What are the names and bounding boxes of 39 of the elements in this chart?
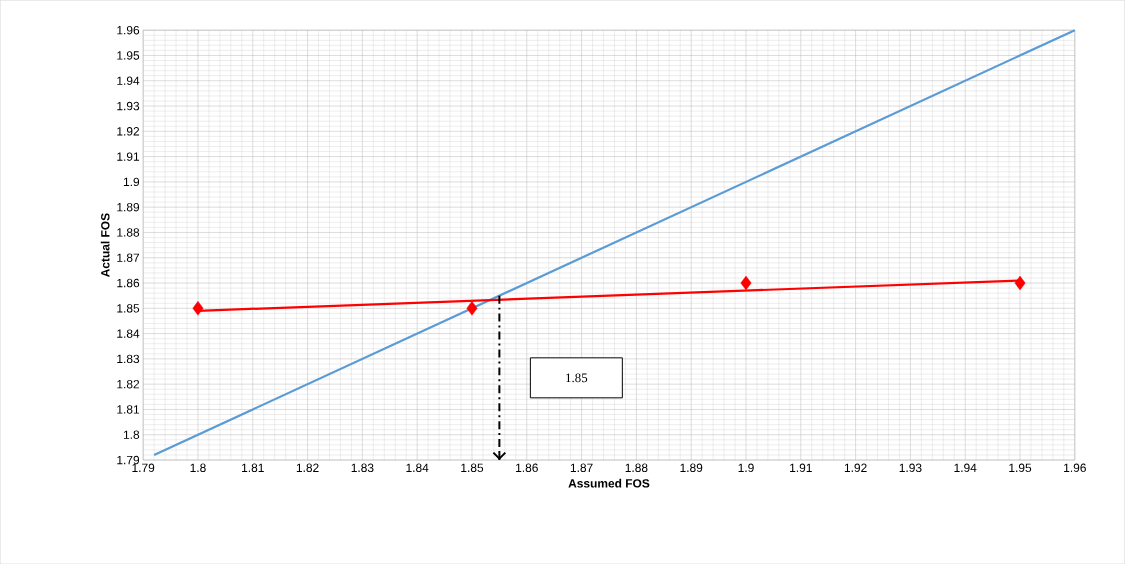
x-tick-label: 1.87 xyxy=(570,463,593,472)
y-tick-label: 1.9 xyxy=(123,177,140,187)
y-tick-label: 1.94 xyxy=(117,76,140,85)
x-tick-label: 1.83 xyxy=(351,463,374,472)
x-tick-label: 1.9 xyxy=(738,463,754,472)
y-tick-label: 1.86 xyxy=(117,278,140,288)
y-tick-label: 1.8 xyxy=(123,430,140,439)
y-tick-label: 1.93 xyxy=(117,101,140,111)
x-tick-label: 1.81 xyxy=(242,463,264,472)
y-tick-label: 1.89 xyxy=(117,202,140,212)
y-tick-label: 1.82 xyxy=(117,379,140,389)
x-tick-label: 1.89 xyxy=(680,463,703,472)
y-axis-title: Actual FOS xyxy=(100,213,110,277)
y-tick-label: 1.88 xyxy=(117,228,140,237)
x-tick-label: 1.92 xyxy=(844,463,867,472)
y-tick-label: 1.81 xyxy=(117,405,140,414)
x-tick-label: 1.94 xyxy=(954,463,977,472)
y-tick-label: 1.84 xyxy=(117,329,140,338)
y-tick-label: 1.79 xyxy=(117,455,140,465)
x-tick-label: 1.91 xyxy=(790,463,812,472)
x-tick-label: 1.82 xyxy=(296,463,319,472)
y-tick-label: 1.85 xyxy=(117,304,140,313)
y-tick-label: 1.87 xyxy=(117,253,140,262)
x-axis-title: Assumed FOS xyxy=(568,478,650,488)
y-tick-label: 1.95 xyxy=(117,51,140,60)
y-tick-label: 1.83 xyxy=(117,354,140,364)
x-tick-label: 1.79 xyxy=(132,463,155,472)
y-tick-label: 1.91 xyxy=(117,152,140,161)
y-tick-label: 1.92 xyxy=(117,127,140,136)
x-tick-label: 1.93 xyxy=(899,463,922,472)
ref-line-label: 1.85 xyxy=(566,373,588,383)
x-tick-label: 1.88 xyxy=(625,463,648,472)
x-tick-label: 1.84 xyxy=(406,463,429,472)
x-tick-label: 1.85 xyxy=(461,463,484,472)
x-tick-label: 1.8 xyxy=(190,463,206,472)
x-tick-label: 1.96 xyxy=(1064,463,1086,472)
x-tick-label: 1.95 xyxy=(1009,463,1032,472)
y-tick-label: 1.96 xyxy=(117,25,140,35)
x-tick-label: 1.86 xyxy=(516,463,538,472)
